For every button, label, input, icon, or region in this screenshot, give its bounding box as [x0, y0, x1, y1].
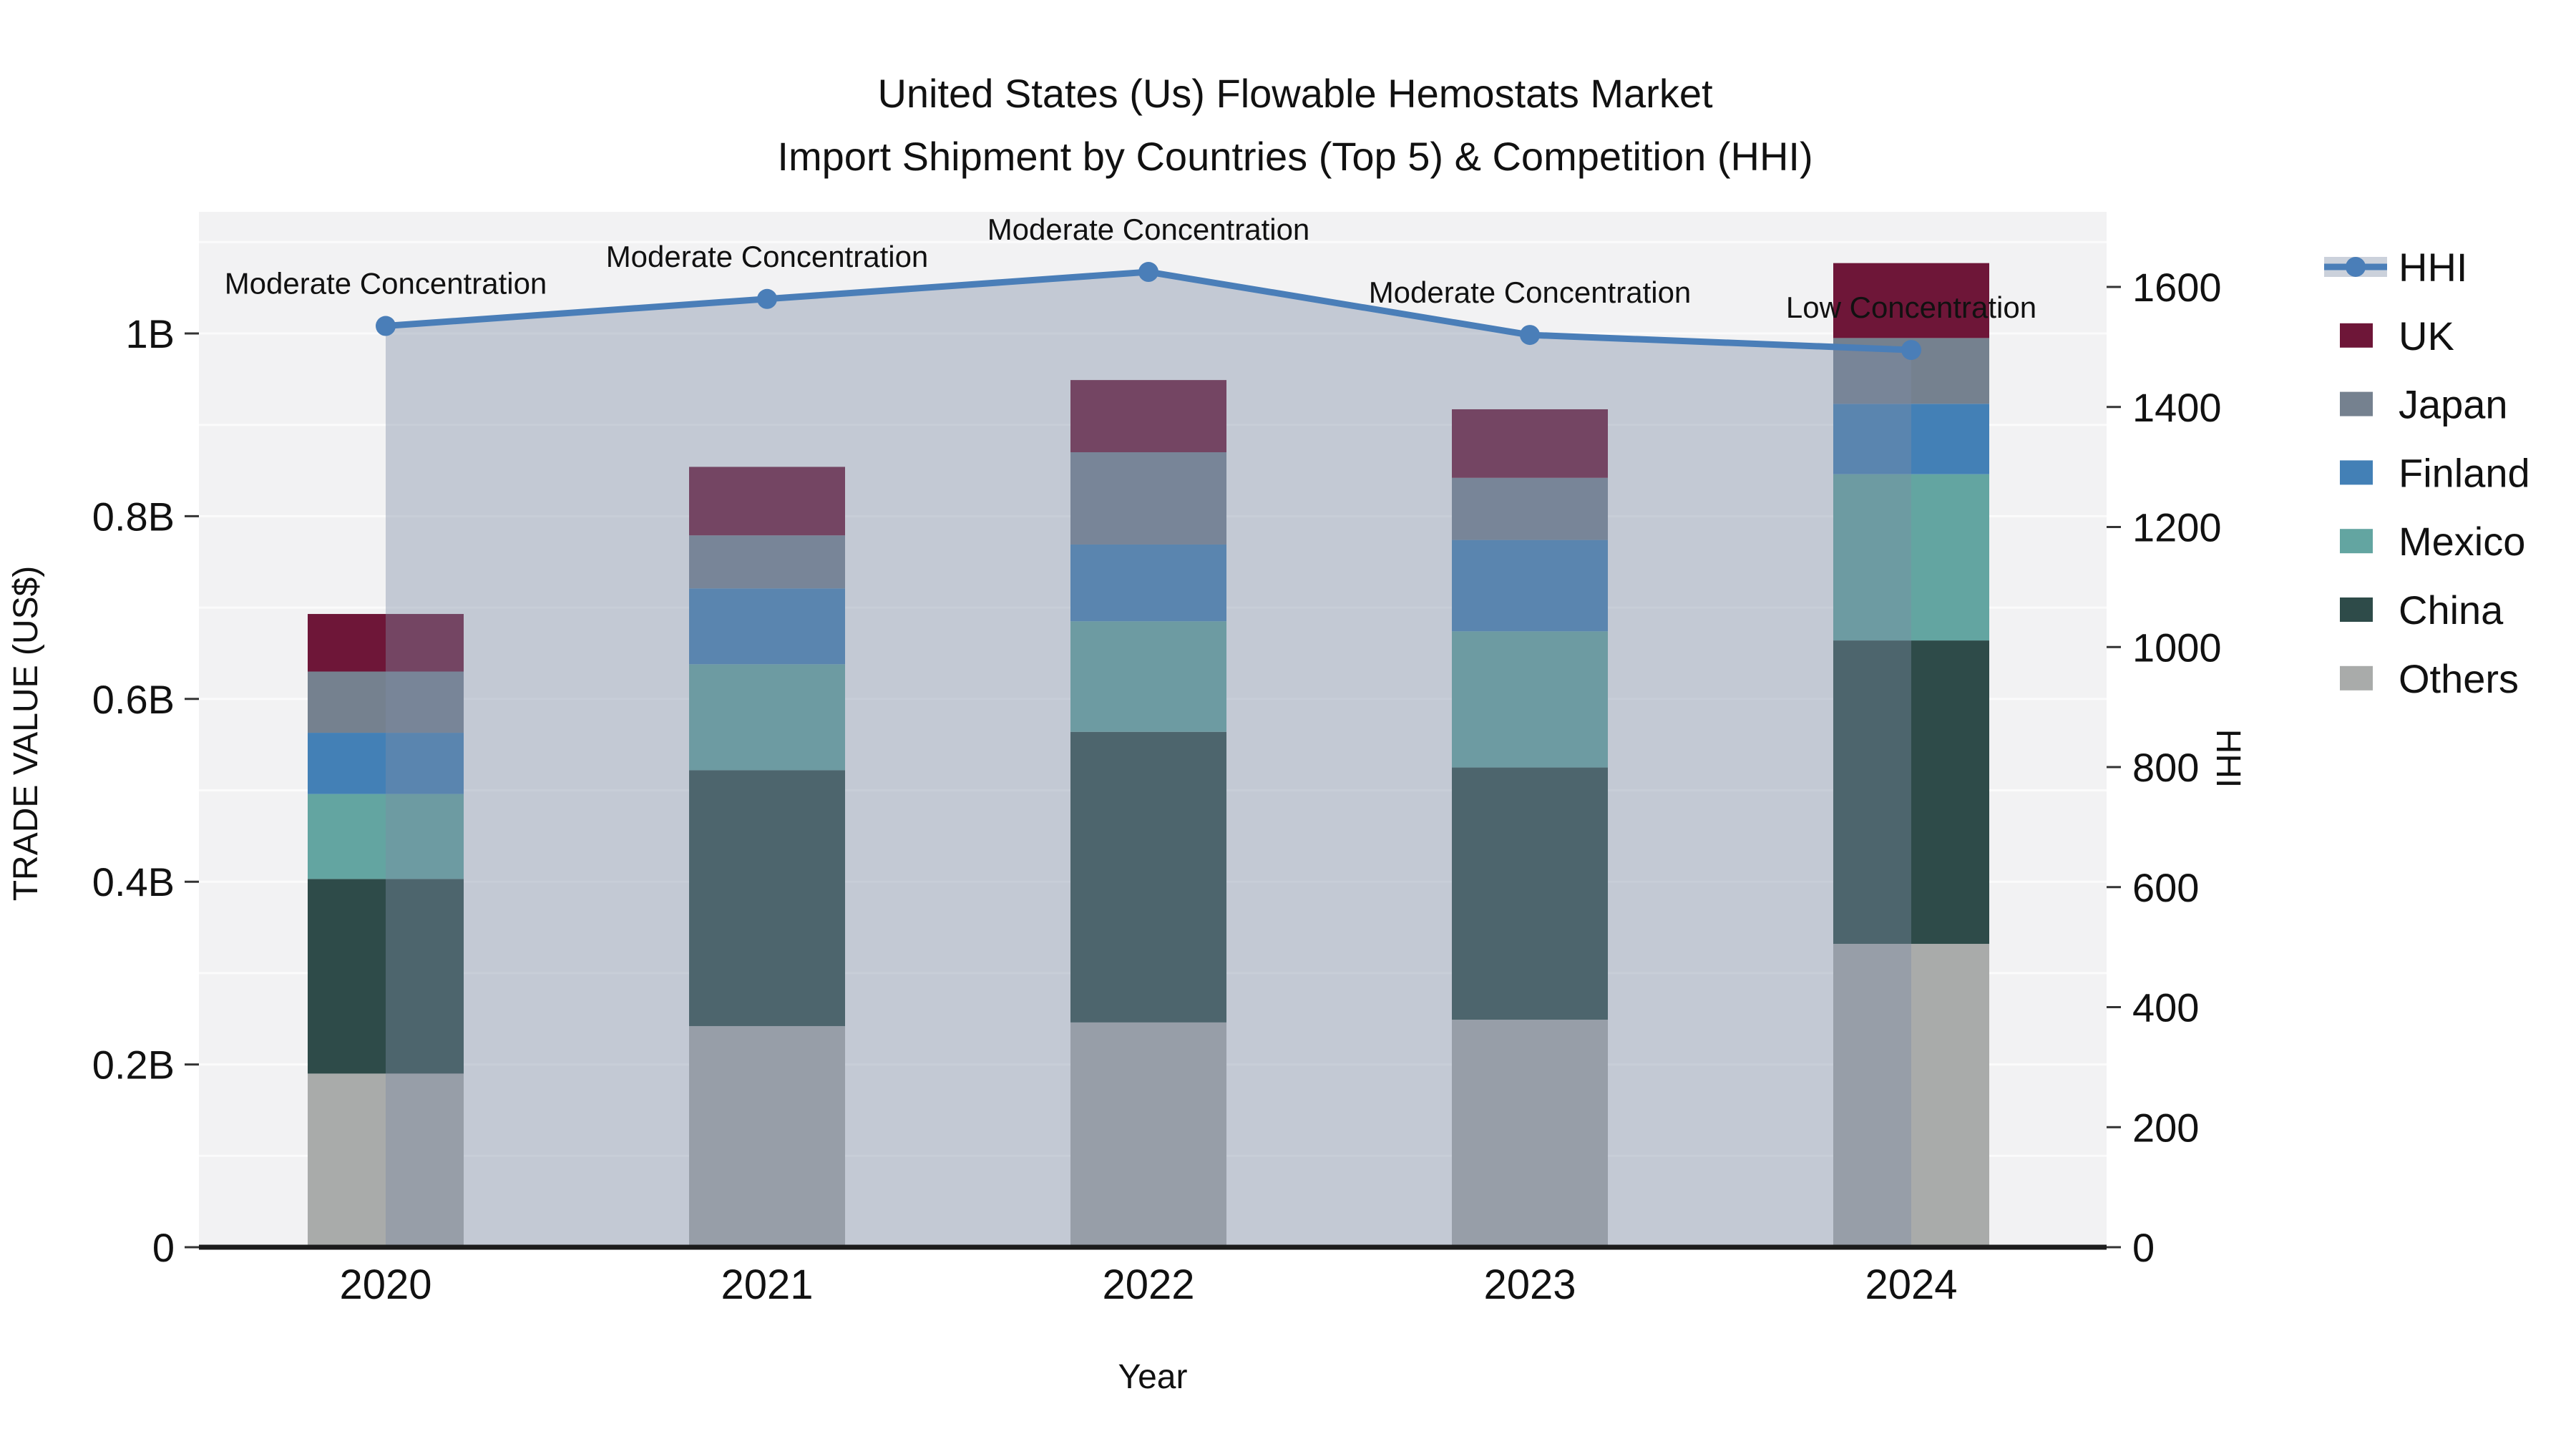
bar-segment-china-2023 [1452, 767, 1608, 1020]
annotation-2023: Moderate Concentration [1369, 275, 1692, 309]
annotations: Moderate Concentration Moderate Concentra… [225, 213, 2036, 324]
y-right-tick-label: 1400 [2132, 385, 2222, 430]
bar-segment-china-2022 [1070, 731, 1226, 1023]
bar-segment-others-2023 [1452, 1020, 1608, 1247]
legend-label-japan: Japan [2399, 382, 2508, 427]
bar-segment-mexico-2024 [1833, 474, 1989, 641]
axis-ticks: 0 0.2B 0.4B 0.6B 0.8B 1B 0 200 400 600 800 1000 1200… [92, 265, 2222, 1308]
legend-label-others: Others [2399, 656, 2519, 701]
hhi-area-fill-shape [386, 272, 1911, 1247]
legend-swatch-china [2340, 597, 2373, 622]
y-left-tick-label: 0.6B [92, 677, 175, 722]
legend-item-china: China [2340, 587, 2504, 633]
bar-segment-uk-2020 [308, 614, 464, 672]
legend-label-hhi: HHI [2399, 245, 2467, 290]
legend: HHI UK Japan Finland Mexico China Others [2324, 245, 2530, 701]
y-right-tick-label: 1600 [2132, 265, 2222, 310]
bar-segment-china-2020 [308, 879, 464, 1074]
bar-segment-others-2024 [1833, 944, 1989, 1247]
annotation-2024: Low Concentration [1786, 291, 2036, 324]
legend-label-uk: UK [2399, 313, 2454, 358]
y-right-tick-label: 1200 [2132, 505, 2222, 550]
bar-segment-finland-2024 [1833, 404, 1989, 474]
x-axis-label: Year [1118, 1358, 1188, 1396]
legend-item-mexico: Mexico [2340, 519, 2525, 564]
bar-segment-finland-2022 [1070, 544, 1226, 622]
bar-segment-china-2024 [1833, 640, 1989, 945]
bar-segment-others-2020 [308, 1073, 464, 1247]
bar-segment-mexico-2023 [1452, 631, 1608, 768]
legend-swatch-japan [2340, 391, 2373, 416]
x-tick-label-2021: 2021 [721, 1262, 813, 1308]
y-right-tick-label: 1000 [2132, 625, 2222, 670]
hhi-marker-2021 [757, 288, 777, 309]
legend-item-hhi: HHI [2324, 245, 2467, 290]
legend-item-others: Others [2340, 656, 2519, 701]
legend-swatch-mexico [2340, 529, 2373, 554]
y-right-axis-label: HHI [2209, 729, 2247, 789]
y-left-tick-label: 0.2B [92, 1043, 175, 1088]
y-right-tick-label: 600 [2132, 865, 2199, 910]
bar-segment-japan-2020 [308, 671, 464, 733]
hhi-marker-2024 [1901, 340, 1921, 361]
bar-segment-japan-2021 [689, 535, 845, 589]
y-left-axis-label: TRADE VALUE (US$) [7, 566, 45, 902]
bar-segment-others-2021 [689, 1025, 845, 1247]
annotation-2020: Moderate Concentration [225, 267, 547, 301]
y-right-tick-label: 800 [2132, 745, 2199, 790]
y-left-tick-label: 1B [126, 311, 175, 356]
legend-item-japan: Japan [2340, 382, 2508, 427]
y-left-tick-label: 0.8B [92, 494, 175, 539]
bar-segment-mexico-2020 [308, 794, 464, 879]
legend-swatch-uk [2340, 323, 2373, 348]
hhi-line-group [376, 262, 1921, 361]
annotation-2021: Moderate Concentration [606, 240, 929, 273]
bar-segment-japan-2023 [1452, 477, 1608, 540]
legend-hhi-marker [2346, 257, 2366, 277]
chart-title-line2: Import Shipment by Countries (Top 5) & C… [777, 134, 1813, 179]
bar-series [308, 263, 1989, 1247]
legend-swatch-others [2340, 665, 2373, 691]
legend-label-finland: Finland [2399, 450, 2530, 495]
hhi-marker-2020 [376, 316, 396, 336]
x-tick-label-2024: 2024 [1865, 1262, 1957, 1308]
legend-item-finland: Finland [2340, 450, 2530, 495]
legend-label-china: China [2399, 587, 2504, 633]
x-tick-label-2023: 2023 [1483, 1262, 1576, 1308]
bar-segment-china-2021 [689, 770, 845, 1026]
bar-segment-mexico-2021 [689, 664, 845, 771]
hhi-marker-2023 [1520, 325, 1540, 346]
y-right-tick-label: 200 [2132, 1105, 2199, 1150]
bar-segment-mexico-2022 [1070, 621, 1226, 732]
bar-segment-uk-2022 [1070, 380, 1226, 453]
hhi-marker-2022 [1138, 262, 1158, 283]
x-tick-label-2022: 2022 [1102, 1262, 1194, 1308]
legend-label-mexico: Mexico [2399, 519, 2525, 564]
bar-segment-japan-2022 [1070, 452, 1226, 545]
hhi-area-fill [386, 272, 1911, 1247]
bar-segment-uk-2021 [689, 467, 845, 536]
bar-segment-finland-2021 [689, 588, 845, 665]
bar-segment-finland-2023 [1452, 540, 1608, 632]
bar-segment-finland-2020 [308, 733, 464, 794]
y-left-tick-label: 0.4B [92, 859, 175, 904]
y-right-tick-label: 0 [2132, 1225, 2155, 1270]
y-right-tick-label: 400 [2132, 985, 2199, 1030]
annotation-2022: Moderate Concentration [987, 213, 1310, 246]
bar-segment-uk-2023 [1452, 409, 1608, 478]
chart-title-line1: United States (Us) Flowable Hemostats Ma… [877, 71, 1713, 116]
bar-segment-uk-2024 [1833, 263, 1989, 338]
legend-item-uk: UK [2340, 313, 2454, 358]
legend-swatch-finland [2340, 460, 2373, 485]
x-tick-label-2020: 2020 [339, 1262, 431, 1308]
y-left-tick-label: 0 [152, 1225, 175, 1270]
bar-segment-others-2022 [1070, 1022, 1226, 1247]
